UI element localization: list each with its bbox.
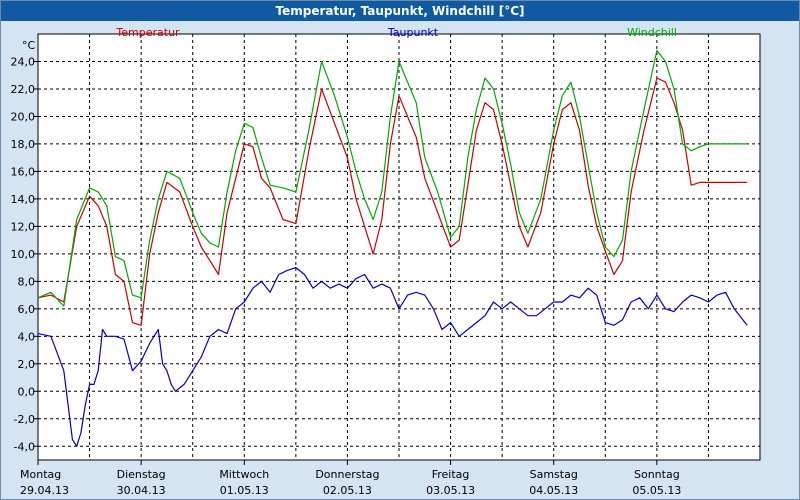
window-title: Temperatur, Taupunkt, Windchill [°C] (1, 1, 799, 21)
series-line-taupunkt (37, 267, 748, 447)
x-tick-day: Mittwoch (219, 468, 269, 481)
x-tick-day: Sonntag (634, 468, 680, 481)
x-tick-day: Samstag (530, 468, 578, 481)
y-tick-label: -4,0 (14, 440, 35, 453)
y-tick-label: 0,0 (18, 385, 36, 398)
y-tick-label: 10,0 (11, 248, 36, 261)
y-tick-label: 2,0 (18, 358, 36, 371)
y-tick-label: -2,0 (14, 413, 35, 426)
x-tick-date: 02.05.13 (323, 484, 372, 497)
y-tick-label: 4,0 (18, 330, 36, 343)
legend-temperatur: Temperatur (115, 26, 180, 39)
series-line-temperatur (37, 77, 748, 326)
series-line-windchill (37, 49, 748, 307)
x-tick-day: Donnerstag (315, 468, 379, 481)
y-tick-label: 20,0 (11, 110, 36, 123)
legend-windchill: Windchill (627, 26, 677, 39)
y-axis-unit: °C (22, 39, 36, 52)
x-tick-date: 29.04.13 (20, 484, 69, 497)
x-tick-date: 01.05.13 (220, 484, 269, 497)
y-axis: 24,0 22,0 20,0 18,0 16,0 14,0 12,0 10,0 8,0 6,0 4,… (11, 39, 38, 453)
y-tick-label: 6,0 (18, 303, 36, 316)
legend: Temperatur Taupunkt Windchill (115, 26, 677, 39)
y-tick-label: 12,0 (11, 220, 36, 233)
x-tick-day: Montag (20, 468, 61, 481)
y-tick-label: 8,0 (18, 275, 36, 288)
y-tick-label: 16,0 (11, 165, 36, 178)
x-tick-date: 03.05.13 (426, 484, 475, 497)
x-tick-day: Freitag (432, 468, 470, 481)
y-tick-label: 24,0 (11, 55, 36, 68)
y-tick-label: 18,0 (11, 138, 36, 151)
x-axis: Montag 29.04.13 Dienstag 30.04.13 Mittwoch 01… (20, 460, 681, 497)
y-tick-label: 22,0 (11, 83, 36, 96)
series-lines (37, 49, 748, 447)
x-tick-day: Dienstag (117, 468, 166, 481)
x-tick-date: 04.05.13 (529, 484, 578, 497)
x-tick-date: 30.04.13 (117, 484, 166, 497)
x-tick-date: 05.05.13 (632, 484, 681, 497)
y-tick-label: 14,0 (11, 193, 36, 206)
legend-taupunkt: Taupunkt (387, 26, 439, 39)
